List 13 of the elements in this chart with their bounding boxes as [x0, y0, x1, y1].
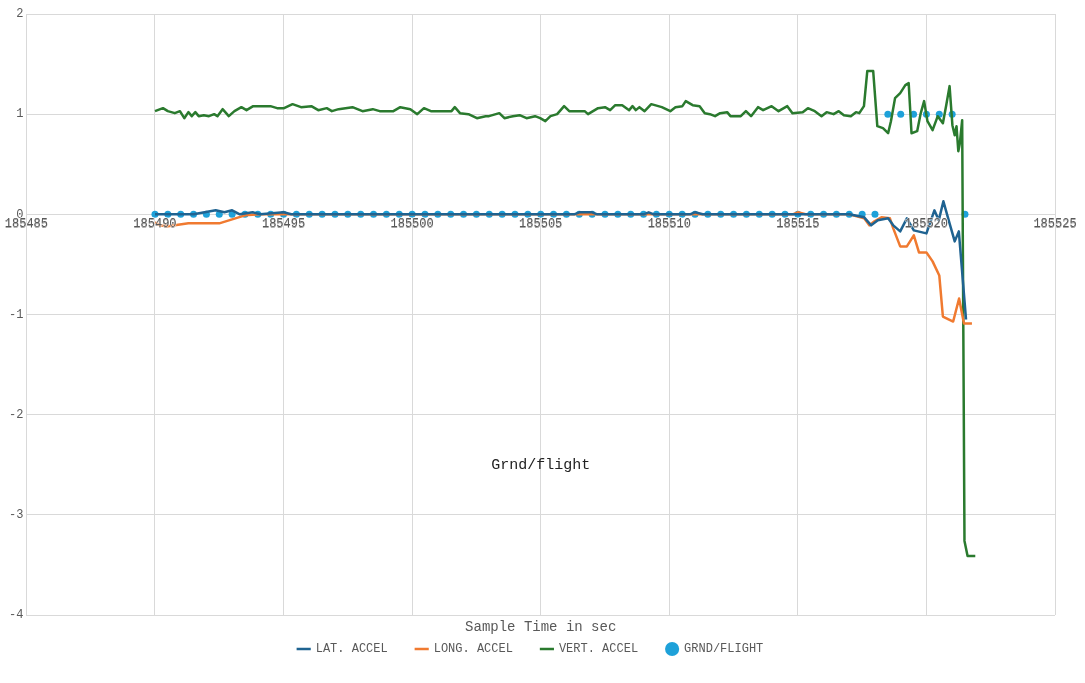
x-axis-title: Sample Time in sec	[465, 618, 617, 635]
legend-label: VERT. ACCEL	[558, 642, 639, 657]
legend-label: LONG. ACCEL	[433, 642, 513, 657]
x-tick-label: 185505	[519, 217, 563, 232]
y-tick-label: -2	[9, 407, 24, 422]
y-tick-label: 1	[16, 107, 24, 122]
y-tick-label: 2	[16, 7, 24, 22]
legend-label: GRND/FLIGHT	[684, 642, 764, 657]
annotation: Grnd/flight	[491, 456, 591, 474]
y-tick-label: -4	[9, 608, 24, 623]
y-tick-label: -1	[9, 307, 24, 322]
legend-label: LAT. ACCEL	[315, 642, 388, 657]
y-tick-label: -3	[9, 508, 24, 523]
